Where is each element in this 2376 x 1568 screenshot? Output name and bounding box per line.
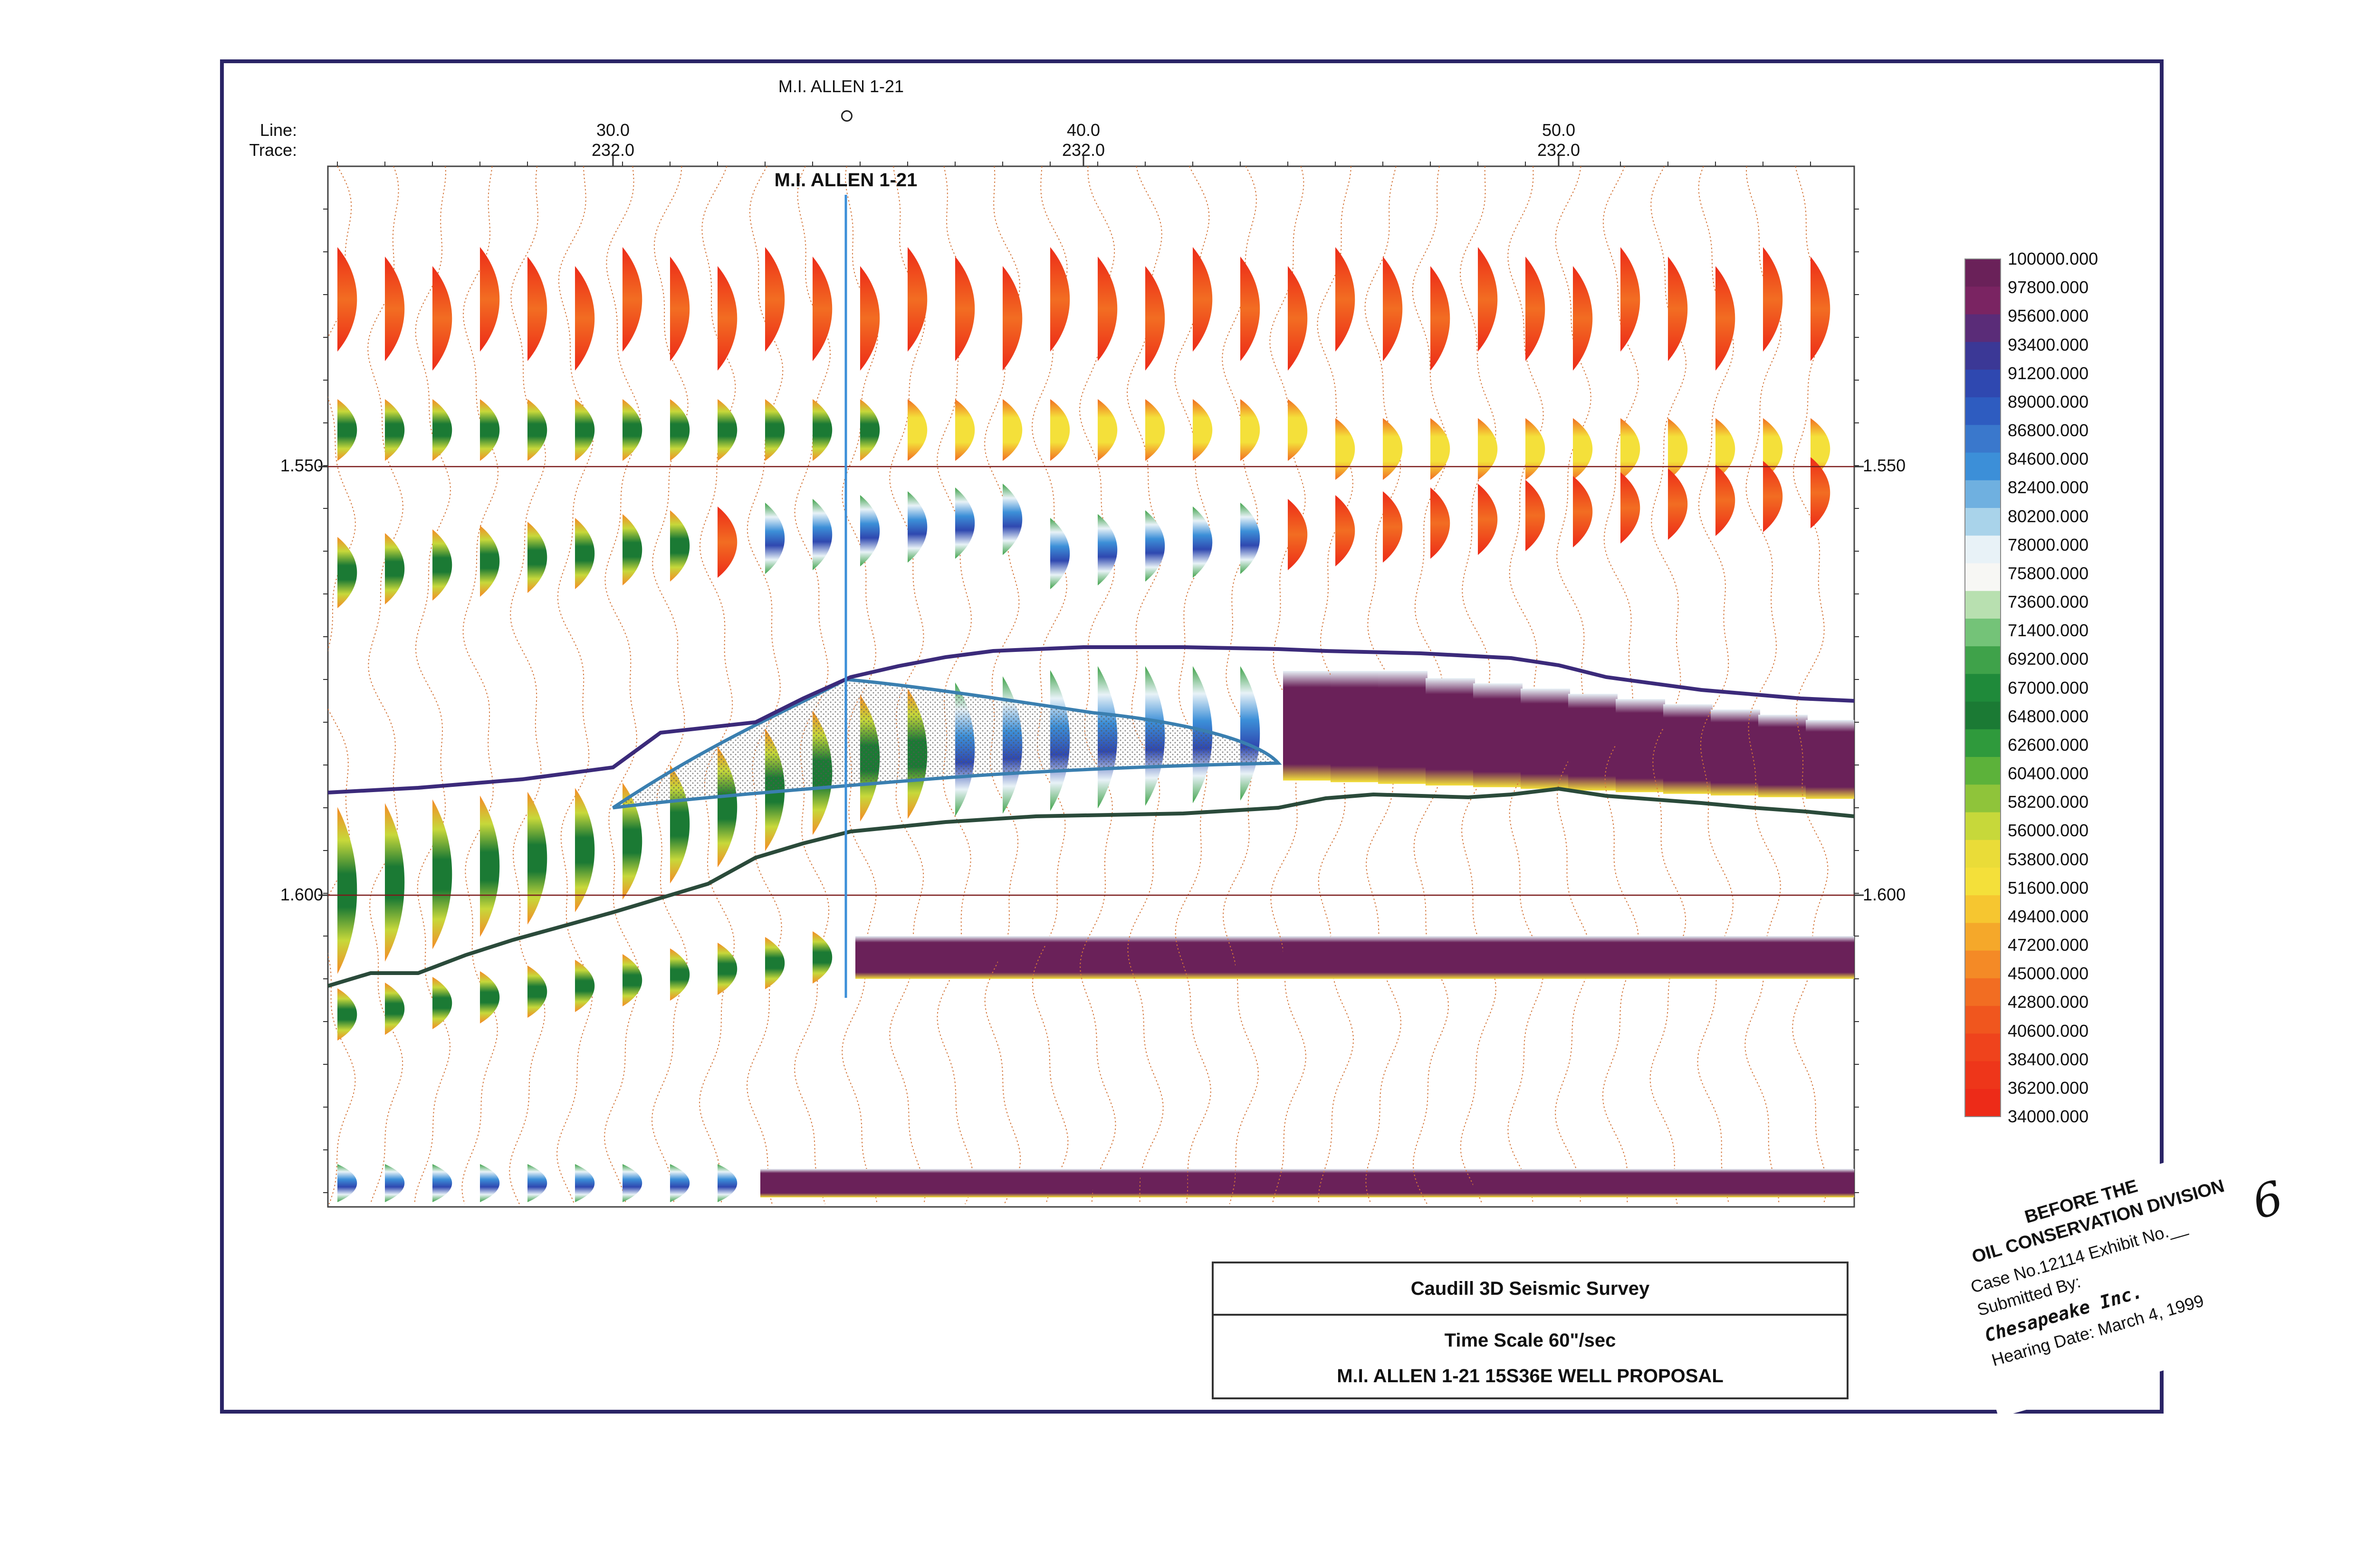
line-tick-label: 40.0 <box>1066 120 1101 140</box>
colorbar-label: 34000.000 <box>2008 1107 2089 1126</box>
colorbar-label: 71400.000 <box>2008 621 2089 641</box>
survey-name: Caudill 3D Seismic Survey <box>1214 1263 1847 1316</box>
colorbar-swatch <box>1965 978 2001 1007</box>
colorbar-label: 64800.000 <box>2008 706 2089 726</box>
colorbar-swatch <box>1965 314 2001 343</box>
colorbar-label: 42800.000 <box>2008 992 2089 1012</box>
colorbar-swatch <box>1965 784 2001 813</box>
colorbar-label: 58200.000 <box>2008 792 2089 812</box>
colorbar-label: 75800.000 <box>2008 563 2089 583</box>
colorbar-swatch <box>1965 591 2001 619</box>
colorbar-label: 49400.000 <box>2008 906 2089 926</box>
colorbar-label: 80200.000 <box>2008 506 2089 526</box>
colorbar-label: 69200.000 <box>2008 649 2089 669</box>
colorbar-label: 51600.000 <box>2008 878 2089 898</box>
colorbar-label: 95600.000 <box>2008 306 2089 326</box>
colorbar-label: 100000.000 <box>2008 249 2098 268</box>
colorbar-label: 78000.000 <box>2008 535 2089 555</box>
line-tick-label: 30.0 <box>596 120 630 140</box>
colorbar-swatch <box>1965 812 2001 841</box>
colorbar-swatch <box>1965 480 2001 509</box>
plot-frame <box>220 59 2164 1414</box>
colorbar-label: 86800.000 <box>2008 421 2089 440</box>
line-tick-label: 50.0 <box>1542 120 1576 140</box>
colorbar-swatch <box>1965 674 2001 702</box>
colorbar-swatch <box>1965 508 2001 536</box>
colorbar-swatch <box>1965 563 2001 592</box>
colorbar-label: 38400.000 <box>2008 1049 2089 1069</box>
trace-label: Trace: <box>249 140 297 160</box>
time-scale: Time Scale 60"/sec <box>1444 1330 1616 1351</box>
colorbar-label: 36200.000 <box>2008 1078 2089 1098</box>
time-label-left: 1.600 <box>280 885 323 904</box>
colorbar-label: 40600.000 <box>2008 1021 2089 1041</box>
colorbar-swatch <box>1965 757 2001 785</box>
colorbar-swatch <box>1965 729 2001 758</box>
colorbar-label: 84600.000 <box>2008 449 2089 469</box>
colorbar-swatch <box>1965 618 2001 647</box>
colorbar-swatch <box>1965 369 2001 398</box>
colorbar-swatch <box>1965 1033 2001 1062</box>
colorbar-label: 73600.000 <box>2008 592 2089 612</box>
colorbar-swatch <box>1965 287 2001 315</box>
time-label-left: 1.550 <box>280 456 323 475</box>
colorbar <box>1964 258 2001 1117</box>
colorbar-swatch <box>1965 950 2001 979</box>
colorbar-label: 89000.000 <box>2008 392 2089 411</box>
colorbar-swatch <box>1965 867 2001 896</box>
colorbar-label: 47200.000 <box>2008 935 2089 955</box>
colorbar-swatch <box>1965 397 2001 426</box>
colorbar-swatch <box>1965 923 2001 951</box>
colorbar-swatch <box>1965 342 2001 370</box>
colorbar-swatch <box>1965 425 2001 453</box>
colorbar-label: 56000.000 <box>2008 821 2089 841</box>
colorbar-label: 60400.000 <box>2008 764 2089 783</box>
colorbar-label: 97800.000 <box>2008 277 2089 297</box>
stamp-exhibit-number: 6 <box>2246 1170 2289 1230</box>
colorbar-swatch <box>1965 535 2001 564</box>
line-label: Line: <box>259 120 297 140</box>
circle-well-icon <box>841 110 853 122</box>
colorbar-label: 62600.000 <box>2008 735 2089 755</box>
colorbar-swatch <box>1965 1006 2001 1034</box>
colorbar-swatch <box>1965 701 2001 730</box>
colorbar-swatch <box>1965 646 2001 675</box>
time-label-right: 1.550 <box>1863 456 1906 475</box>
colorbar-label: 91200.000 <box>2008 363 2089 383</box>
colorbar-label: 67000.000 <box>2008 678 2089 698</box>
colorbar-swatch <box>1965 259 2001 287</box>
colorbar-label: 82400.000 <box>2008 478 2089 497</box>
colorbar-label: 93400.000 <box>2008 335 2089 354</box>
well-name-top: M.I. ALLEN 1-21 <box>778 76 904 96</box>
well-proposal: M.I. ALLEN 1-21 15S36E WELL PROPOSAL <box>1337 1366 1724 1386</box>
colorbar-swatch <box>1965 840 2001 868</box>
time-label-right: 1.600 <box>1863 885 1906 904</box>
colorbar-label: 53800.000 <box>2008 849 2089 869</box>
colorbar-swatch <box>1965 895 2001 924</box>
colorbar-label: 45000.000 <box>2008 964 2089 984</box>
colorbar-swatch <box>1965 1061 2001 1090</box>
well-name-section: M.I. ALLEN 1-21 <box>775 170 918 191</box>
colorbar-swatch <box>1965 452 2001 481</box>
colorbar-swatch <box>1965 1089 2001 1117</box>
title-block: Caudill 3D Seismic Survey Time Scale 60"… <box>1212 1262 1849 1399</box>
